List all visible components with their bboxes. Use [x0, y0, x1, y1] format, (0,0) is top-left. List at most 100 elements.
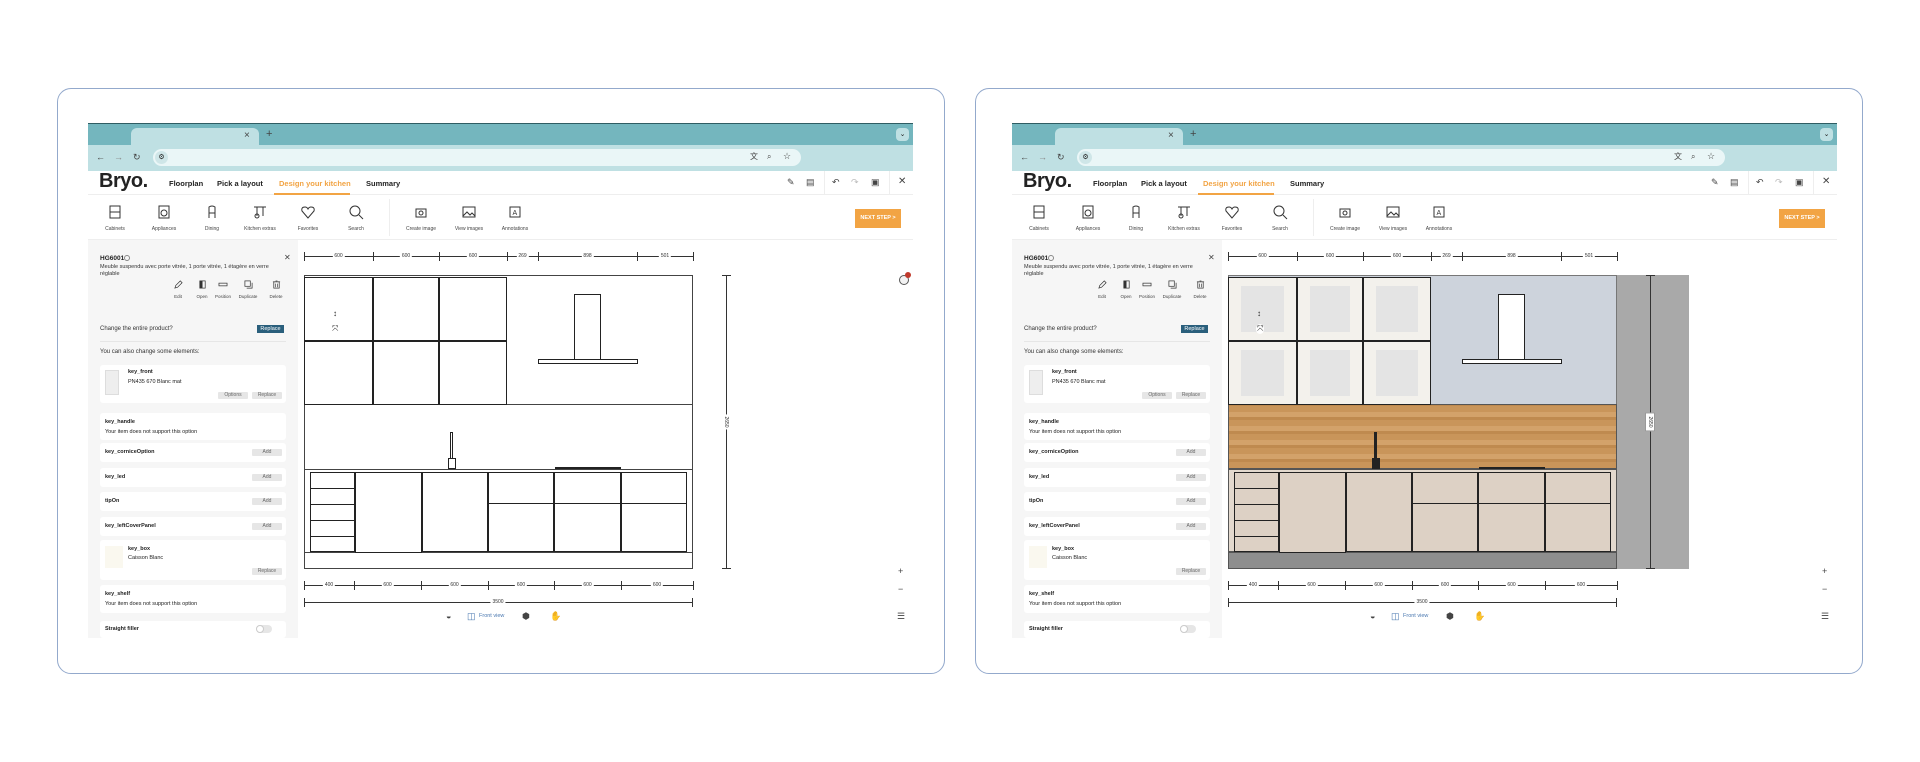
toolbar-favorites[interactable]: Favorites: [286, 195, 330, 240]
active-tab[interactable]: ×: [1055, 128, 1183, 146]
replace-box-button[interactable]: Replace: [252, 568, 282, 575]
nav-floorplan[interactable]: Floorplan: [1093, 179, 1128, 188]
reload-icon[interactable]: ↻: [133, 152, 141, 162]
notes-icon[interactable]: ✎: [787, 177, 795, 187]
options-button[interactable]: Options: [218, 392, 248, 399]
zoom-in-button[interactable]: +: [1822, 566, 1828, 576]
tab-list-chevron-icon[interactable]: ⌄: [1820, 128, 1833, 141]
open-button[interactable]: Open: [1114, 280, 1138, 299]
nav-floorplan[interactable]: Floorplan: [169, 179, 204, 188]
info-icon[interactable]: [1048, 255, 1054, 261]
forward-icon[interactable]: →: [114, 152, 123, 162]
toolbar-create-image[interactable]: Create image: [399, 195, 443, 240]
add-button[interactable]: Add: [252, 449, 282, 456]
front-view-label[interactable]: Front view: [1403, 613, 1429, 619]
toolbar-cabinets[interactable]: Cabinets: [1017, 195, 1061, 240]
nav-design-your-kitchen[interactable]: Design your kitchen: [1203, 179, 1275, 188]
replace-product-button[interactable]: Replace: [257, 325, 284, 333]
close-panel-icon[interactable]: ✕: [1208, 253, 1215, 262]
add-button[interactable]: Add: [252, 473, 282, 481]
redo-icon[interactable]: ↷: [1775, 177, 1783, 187]
close-icon[interactable]: ✕: [1822, 176, 1831, 187]
active-tab[interactable]: ×: [131, 128, 259, 146]
front-view-label[interactable]: Front view: [479, 613, 505, 619]
floor-view-icon[interactable]: ◒: [1370, 611, 1376, 621]
toolbar-favorites[interactable]: Favorites: [1210, 195, 1254, 240]
resize-vertical-icon[interactable]: ↕: [333, 309, 337, 318]
new-tab-button[interactable]: +: [266, 128, 273, 140]
nav-pick-a-layout[interactable]: Pick a layout: [217, 179, 263, 188]
toolbar-dining[interactable]: Dining: [1114, 195, 1158, 240]
open-button[interactable]: Open: [190, 280, 214, 299]
tab-list-chevron-icon[interactable]: ⌄: [896, 128, 909, 141]
zoom-in-button[interactable]: +: [898, 566, 904, 576]
settings-sliders-icon[interactable]: ☰: [1821, 611, 1830, 621]
nav-design-your-kitchen[interactable]: Design your kitchen: [279, 179, 351, 188]
toolbar-search[interactable]: Search: [1258, 195, 1302, 240]
undo-icon[interactable]: ↶: [832, 177, 840, 187]
bryo-logo[interactable]: Bryo.: [99, 170, 148, 192]
toolbar-create-image[interactable]: Create image: [1323, 195, 1367, 240]
replace-front-button[interactable]: Replace: [1176, 392, 1206, 399]
translate-icon[interactable]: 文: [750, 152, 758, 161]
settings-sliders-icon[interactable]: ☰: [897, 611, 906, 621]
next-step-button[interactable]: NEXT STEP >: [1779, 209, 1825, 228]
toolbar-appliances[interactable]: Appliances: [142, 195, 186, 240]
nav-summary[interactable]: Summary: [1290, 179, 1325, 188]
site-settings-icon[interactable]: ⚙: [1079, 151, 1092, 164]
new-tab-button[interactable]: +: [1190, 128, 1197, 140]
resize-vertical-icon[interactable]: ↕: [1257, 309, 1261, 318]
close-tab-icon[interactable]: ×: [244, 130, 250, 141]
toolbar-view-images[interactable]: View images: [447, 195, 491, 240]
undo-icon[interactable]: ↶: [1756, 177, 1764, 187]
replace-front-button[interactable]: Replace: [252, 392, 282, 399]
edit-button[interactable]: Edit: [1090, 280, 1114, 299]
duplicate-button[interactable]: Duplicate: [236, 280, 260, 299]
position-button[interactable]: Position: [1135, 280, 1159, 299]
zoom-icon[interactable]: ⌕: [767, 152, 772, 161]
duplicate-button[interactable]: Duplicate: [1160, 280, 1184, 299]
add-button[interactable]: Add: [1176, 498, 1206, 505]
move-icon[interactable]: ⤧: [332, 324, 339, 333]
nav-summary[interactable]: Summary: [366, 179, 401, 188]
front-view-icon[interactable]: ◫: [1391, 611, 1400, 621]
3d-view-icon[interactable]: ⬢: [1446, 611, 1454, 621]
replace-product-button[interactable]: Replace: [1181, 325, 1208, 333]
move-icon[interactable]: ⤧: [1256, 324, 1265, 334]
notes-icon[interactable]: ✎: [1711, 177, 1719, 187]
front-view-icon[interactable]: ◫: [467, 611, 476, 621]
add-button[interactable]: Add: [252, 522, 282, 530]
straight-filler-toggle[interactable]: [1180, 625, 1196, 633]
forward-icon[interactable]: →: [1038, 152, 1047, 162]
3d-view-icon[interactable]: ⬢: [522, 611, 530, 621]
toolbar-dining[interactable]: Dining: [190, 195, 234, 240]
close-panel-icon[interactable]: ✕: [284, 253, 291, 262]
toolbar-cabinets[interactable]: Cabinets: [93, 195, 137, 240]
add-button[interactable]: Add: [1176, 522, 1206, 530]
add-button[interactable]: Add: [1176, 473, 1206, 481]
close-icon[interactable]: ✕: [898, 176, 907, 187]
add-button[interactable]: Add: [1176, 449, 1206, 456]
straight-filler-toggle[interactable]: [256, 625, 272, 633]
toolbar-view-images[interactable]: View images: [1371, 195, 1415, 240]
delete-button[interactable]: Delete: [264, 280, 288, 299]
edit-button[interactable]: Edit: [166, 280, 190, 299]
zoom-icon[interactable]: ⌕: [1691, 152, 1696, 161]
clipboard-list-icon[interactable]: ▤: [1730, 177, 1739, 187]
save-icon[interactable]: ▣: [871, 177, 880, 187]
url-input[interactable]: ⚙ 文 ⌕ ☆: [1077, 149, 1725, 166]
close-tab-icon[interactable]: ×: [1168, 130, 1174, 141]
zoom-out-button[interactable]: −: [898, 584, 904, 594]
bookmark-star-icon[interactable]: ☆: [1707, 151, 1716, 161]
site-settings-icon[interactable]: ⚙: [155, 151, 168, 164]
options-button[interactable]: Options: [1142, 392, 1172, 399]
toolbar-search[interactable]: Search: [334, 195, 378, 240]
add-button[interactable]: Add: [252, 498, 282, 505]
replace-box-button[interactable]: Replace: [1176, 568, 1206, 575]
pan-hand-icon[interactable]: ✋: [1474, 611, 1486, 621]
reload-icon[interactable]: ↻: [1057, 152, 1065, 162]
toolbar-annotations[interactable]: A Annotations: [493, 195, 537, 240]
nav-pick-a-layout[interactable]: Pick a layout: [1141, 179, 1187, 188]
position-button[interactable]: Position: [211, 280, 235, 299]
pan-hand-icon[interactable]: ✋: [550, 611, 562, 621]
